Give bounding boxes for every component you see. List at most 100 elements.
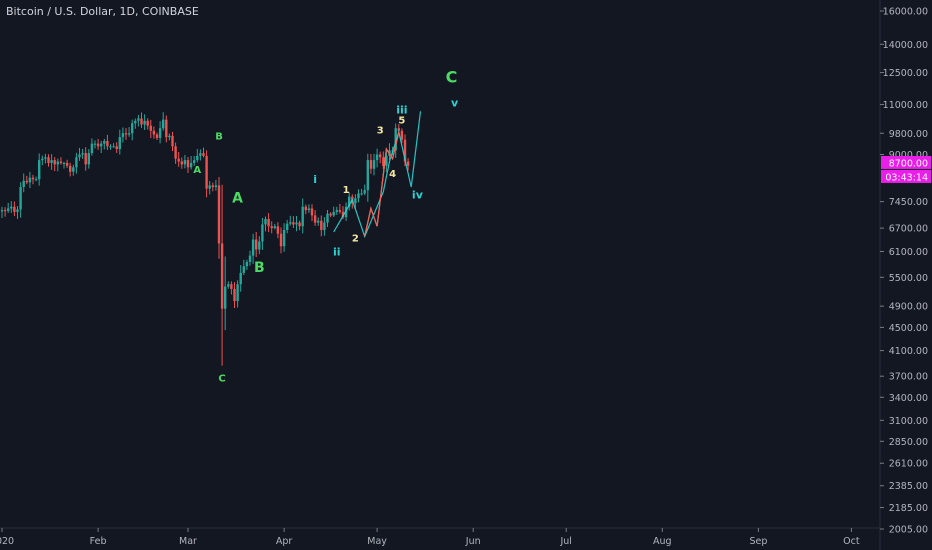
candle-body [286, 223, 289, 230]
candle-body [44, 157, 47, 159]
candle-body [258, 241, 261, 250]
candle-body [360, 193, 363, 195]
chart-title: Bitcoin / U.S. Dollar, 1D, COINBASE [6, 5, 199, 18]
candles [0, 112, 410, 366]
candle-body [301, 206, 304, 227]
candle-body [270, 226, 273, 229]
candle-body [100, 143, 103, 147]
candle-body [193, 160, 196, 163]
wave-label: C [218, 374, 225, 385]
candle-body [16, 209, 19, 212]
candle-body [267, 218, 270, 227]
candle-body [320, 220, 323, 230]
wave-line [364, 131, 400, 237]
candle-body [233, 288, 236, 302]
price-tick-label: 3100.00 [889, 416, 928, 427]
candle-body [56, 161, 59, 165]
candle-body [282, 229, 286, 247]
candle-body [344, 206, 348, 218]
time-tick-label: 2020 [0, 536, 14, 547]
candle-body [152, 130, 156, 135]
candle-body [134, 120, 137, 124]
wave-label: 4 [389, 169, 396, 180]
candle-body [171, 135, 174, 147]
candle-body [19, 187, 22, 210]
candle-body [149, 125, 152, 131]
candle-body [180, 161, 183, 165]
candle-body [295, 222, 298, 225]
wave-line [333, 111, 422, 239]
candle-body [292, 222, 295, 225]
candle-body [400, 130, 404, 140]
price-tick-label: 9800.00 [889, 129, 928, 140]
price-tick-label: 4100.00 [889, 346, 928, 357]
price-tick-label: 12500.00 [883, 68, 928, 79]
candle-body [255, 239, 258, 250]
candle-body [189, 162, 193, 168]
candle-body [7, 208, 10, 211]
candle-body [366, 160, 369, 191]
candle-body [329, 213, 332, 216]
candle-body [375, 154, 379, 161]
price-tick-label: 4500.00 [889, 323, 928, 334]
candle-body [230, 284, 233, 289]
candle-body [323, 222, 326, 230]
candle-body [62, 162, 66, 164]
candle-body [205, 155, 208, 189]
candle-body [140, 118, 143, 125]
candle-body [338, 210, 342, 212]
candle-body [146, 120, 149, 126]
candle-body [332, 211, 335, 216]
candle-body [406, 161, 410, 166]
wave-label: 3 [377, 125, 384, 136]
candle-body [137, 118, 140, 121]
wave-label: 5 [398, 115, 405, 126]
candle-body [397, 128, 400, 131]
candle-body [385, 155, 388, 166]
price-tick-label: 2610.00 [889, 459, 928, 470]
candle-body [0, 210, 4, 212]
candle-body [47, 157, 50, 163]
candle-body [236, 284, 239, 302]
candle-body [103, 141, 106, 144]
candle-body [31, 177, 35, 180]
candle-body [289, 222, 292, 224]
candle-body [239, 272, 242, 285]
candle-body [127, 133, 131, 135]
price-tick-label: 2185.00 [889, 503, 928, 514]
candle-body [3, 210, 7, 212]
candle-body [317, 220, 320, 223]
candle-body [69, 165, 72, 172]
candle-body [382, 157, 385, 166]
candle-body [115, 146, 118, 150]
wave-label: ii [333, 246, 341, 259]
candle-body [124, 133, 128, 135]
candle-body [326, 213, 329, 223]
price-tick-label: 3700.00 [889, 372, 928, 383]
candle-body [168, 135, 171, 138]
candle-body [264, 218, 267, 225]
price-tick-label: 14000.00 [883, 40, 928, 51]
candle-body [208, 185, 211, 189]
candle-body [50, 160, 53, 163]
price-tick-label: 7450.00 [889, 197, 928, 208]
time-tick-label: Sep [749, 536, 767, 547]
candle-body [106, 141, 109, 147]
time-tick-label: Aug [653, 536, 672, 547]
time-tick-label: May [367, 536, 387, 547]
candle-body [131, 123, 134, 134]
wave-label: 1 [343, 185, 350, 196]
candle-body [183, 160, 187, 165]
wave-label: B [215, 132, 223, 143]
time-tick-label: Jul [559, 536, 571, 547]
wave-label: i [313, 173, 317, 186]
price-tick-label: 16000.00 [883, 7, 928, 18]
candle-body [199, 153, 202, 156]
candle-body [341, 211, 345, 218]
price-tick-label: 2005.00 [889, 525, 928, 536]
price-tick-label: 11000.00 [883, 100, 928, 111]
candle-body [298, 222, 301, 227]
candle-body [72, 167, 75, 172]
countdown-value: 03:43:14 [885, 172, 928, 183]
